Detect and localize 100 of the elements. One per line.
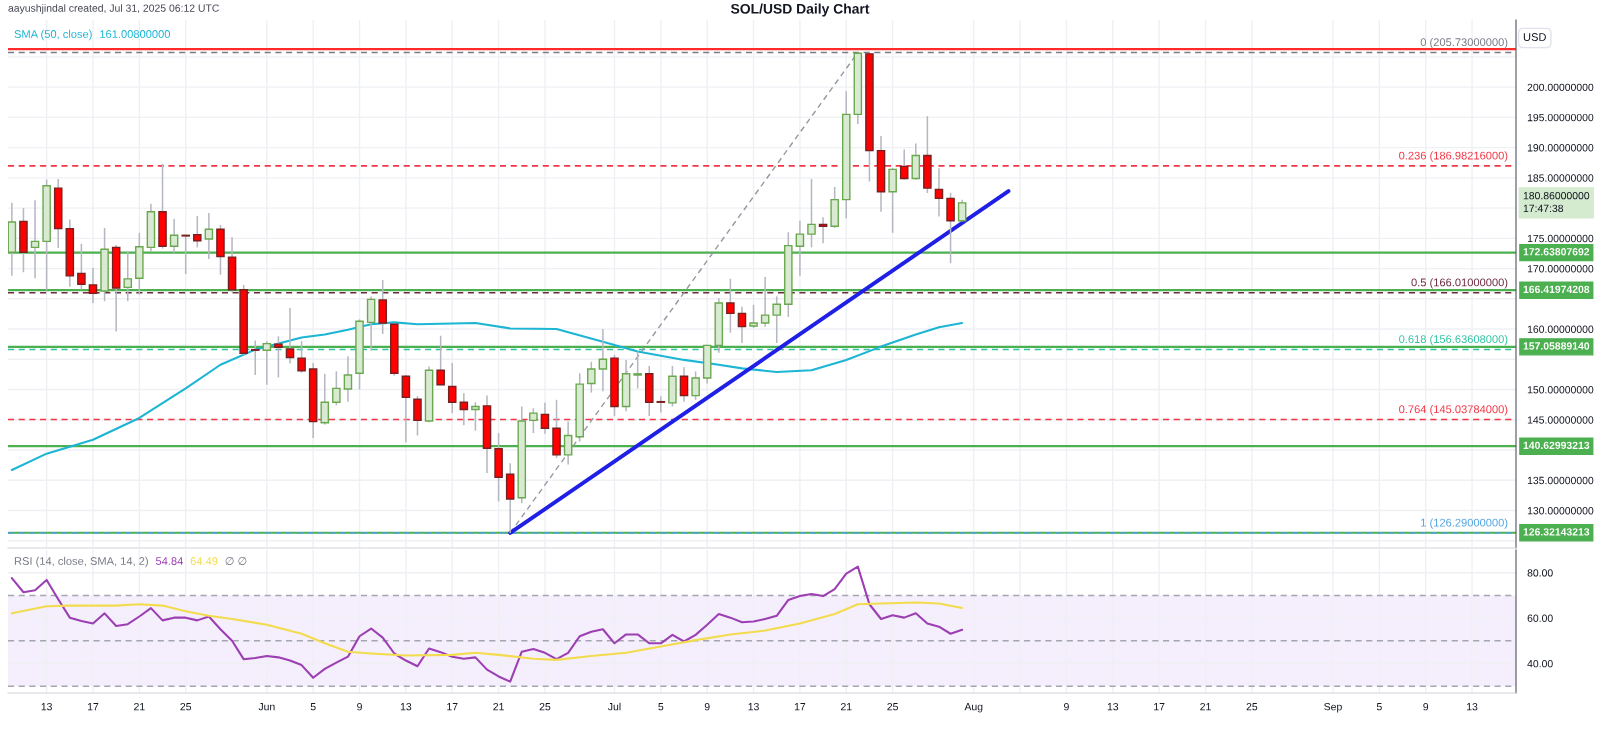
x-tick-label: Jun [258,703,275,711]
text: aayushjindal created, Jul 31, 2025 06:12 UTC [8,4,219,14]
y-tick-label: 160.00000000 [1527,325,1594,333]
x-tick-label: 13 [1107,703,1119,711]
x-tick-label: 5 [1376,703,1382,711]
candlestick [563,420,573,466]
y-tick-label: 175.00000000 [1527,234,1594,243]
ref-line-label: 0.764 (145.03784000) [1399,405,1508,416]
candlestick [691,370,700,401]
candlestick [679,366,689,403]
ref-line-label: 157.05889140 [1523,342,1590,350]
ref-line-label: 172.63807692 [1523,248,1590,256]
candlestick [169,218,179,254]
y-tick-label: 195.00000000 [1527,113,1594,122]
y-tick-label: 145.00000000 [1527,416,1594,424]
x-tick-label: Aug [964,703,983,713]
x-tick-label: 25 [180,703,192,711]
line-series [10,601,964,661]
annotation: 64.49 [190,557,218,565]
x-tick-label: 21 [840,703,852,711]
candlestick [297,340,306,374]
ref-line-label: 166.41974208 [1523,285,1590,294]
text: RSI (14, close, SMA, 14, 2) [14,556,148,568]
candlestick [378,279,387,335]
candlestick [795,220,805,277]
candlestick [123,250,133,303]
x-tick-label: 5 [658,703,664,711]
x-tick-label: 21 [1200,703,1211,711]
x-tick-label: 17 [447,703,458,711]
annotation: ∅ ∅ [225,556,247,565]
candlestick [204,212,214,260]
ref-line-label: 0 (205.73000000) [1420,37,1508,49]
candlestick [77,243,86,291]
y-tick-label: 135.00000000 [1527,476,1594,485]
annotation: 161.00800000 [100,30,170,38]
x-tick-label: 17 [1154,703,1165,711]
x-tick-label: 25 [887,703,898,711]
x-tick-label: 25 [1246,703,1258,711]
y-tick-label: 150.00000000 [1527,386,1594,394]
chart-title: SOL/USD Daily Chart [730,3,870,17]
y-tick-label: 185.00000000 [1527,174,1594,182]
candlestick [934,167,944,218]
x-tick-label: 9 [1423,703,1429,711]
x-tick-label: Jul [607,702,621,711]
y-tick-label: 60.00 [1527,614,1553,622]
ref-line-label: 126.32143213 [1523,528,1590,536]
candlestick [760,276,770,328]
candlestick [911,142,921,181]
candlestick [946,192,955,264]
candlestick [274,335,283,379]
x-tick-label: 13 [748,703,759,711]
candlestick [888,167,897,234]
x-tick-label: 13 [400,703,412,711]
candlestick [633,350,642,390]
candlestick [88,267,98,304]
ref-line-label: 140.62993213 [1523,441,1590,450]
x-tick-label: Sep [1324,703,1342,713]
candlestick [413,395,422,437]
candlestick [30,199,40,280]
candlestick [540,402,550,435]
y-tick-label: 80.00 [1527,569,1553,577]
y-tick-label: 130.00000000 [1527,507,1594,515]
candlestick [529,407,538,434]
candlestick [285,307,295,365]
candlestick [401,374,411,443]
candlestick [899,148,909,181]
y-tick-label: 170.00000000 [1527,265,1594,273]
candlestick [192,215,202,249]
candlestick [366,295,376,352]
line-series [10,321,964,472]
x-tick-label: 9 [1064,703,1069,711]
candlestick [772,295,782,344]
annotation: 54.84 [155,557,183,565]
y-tick-label: 200.00000000 [1527,83,1594,92]
x-tick-label: 9 [704,703,710,711]
x-tick-label: 17 [87,703,99,711]
candlestick [818,216,828,244]
candlestick [181,233,190,275]
x-tick-label: 13 [41,703,52,711]
candlestick [807,178,816,249]
candlestick [587,360,596,394]
y-tick-label: 40.00 [1527,659,1553,668]
x-tick-label: 13 [1467,703,1478,711]
x-tick-label: 21 [493,703,504,711]
candlestick [737,305,747,344]
x-tick-label: 5 [310,703,316,711]
x-tick-label: 9 [357,703,362,711]
y-tick-label: 190.00000000 [1527,144,1594,152]
candlestick [332,370,341,407]
candlestick [447,362,457,414]
candlestick [656,395,666,414]
ref-line-label: 0.5 (166.01000000) [1411,278,1508,289]
candlestick [320,373,330,426]
candlestick [343,355,353,403]
x-tick-label: 25 [539,703,551,711]
text: SMA (50, close) [14,29,92,41]
x-tick-label: 21 [134,703,145,711]
ref-line-label: 0.618 (156.63608000) [1399,334,1508,346]
candlestick [471,401,480,432]
ref-line-label: 0.236 (186.98216000) [1399,151,1508,162]
